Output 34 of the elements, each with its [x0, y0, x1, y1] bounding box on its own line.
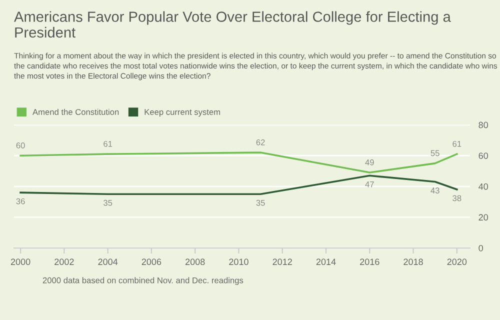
y-tick-label: 20: [478, 214, 488, 221]
x-tick-label: 2010: [229, 258, 248, 266]
x-tick-label: 2012: [272, 258, 292, 266]
y-tick-label: 0: [478, 244, 483, 252]
x-tick-label: 2002: [54, 258, 74, 266]
data-label: 55: [430, 150, 440, 156]
data-label: 61: [104, 140, 112, 147]
data-label: 36: [16, 198, 25, 204]
text: 2000 data based on combined Nov. and Dec. readings: [42, 277, 244, 285]
data-label: 62: [256, 139, 265, 146]
y-tick-label: 80: [478, 122, 488, 128]
data-label: 61: [452, 140, 462, 147]
x-tick-label: 2020: [447, 258, 467, 266]
x-tick-label: 2014: [316, 258, 336, 266]
data-label: 43: [430, 188, 440, 194]
x-tick-label: 2018: [404, 258, 423, 266]
y-tick-label: 40: [478, 183, 488, 190]
line-series: [20, 174, 458, 196]
legend-label: Keep current system: [144, 109, 220, 117]
data-label: 47: [365, 181, 374, 188]
data-label: 60: [16, 142, 25, 148]
x-tick-label: 2006: [142, 258, 162, 266]
y-tick-label: 60: [478, 152, 488, 159]
x-tick-label: 2008: [186, 258, 205, 266]
data-label: 35: [104, 200, 112, 206]
legend-label: Amend the Constitution: [32, 108, 119, 115]
data-label: 49: [365, 159, 374, 166]
line-series: [20, 152, 458, 174]
x-tick-label: 2000: [10, 258, 30, 266]
data-label: 35: [256, 200, 265, 206]
data-label: 38: [452, 195, 462, 202]
x-tick-label: 2016: [360, 258, 380, 266]
x-tick-label: 2004: [98, 258, 118, 266]
chart-title: Americans Favor Popular Vote Over Electoral College for Electing a President: [14, 11, 451, 38]
